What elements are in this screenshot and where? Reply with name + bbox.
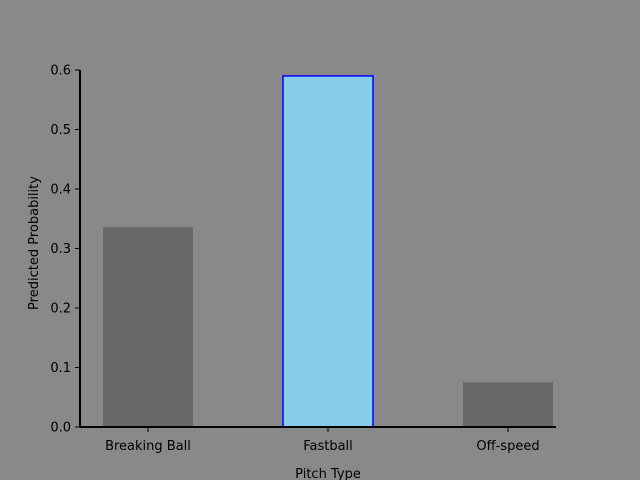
bar-off-speed [463,382,553,427]
y-tick-label: 0.1 [50,361,71,376]
x-tick-label-off-speed: Off-speed [476,439,539,454]
y-tick-label: 0.3 [50,242,71,257]
bar-fastball [282,75,374,428]
y-tick-label: 0.4 [50,183,71,198]
y-tick-label: 0.0 [50,421,71,436]
x-tick-label-breaking-ball: Breaking Ball [105,439,191,454]
y-axis-label: Predicted Probability [27,176,42,310]
y-tick-label: 0.6 [50,64,71,79]
y-tick-label: 0.2 [50,302,71,317]
bar-breaking-ball [103,227,193,427]
y-tick-label: 0.5 [50,123,71,138]
ticks-layer: Breaking Ball Fastball Off-speed 0.0 0.1 0.2 0… [50,64,539,455]
x-tick-label-fastball: Fastball [303,439,353,454]
bars-layer [103,75,553,428]
x-axis-label: Pitch Type [295,467,361,480]
